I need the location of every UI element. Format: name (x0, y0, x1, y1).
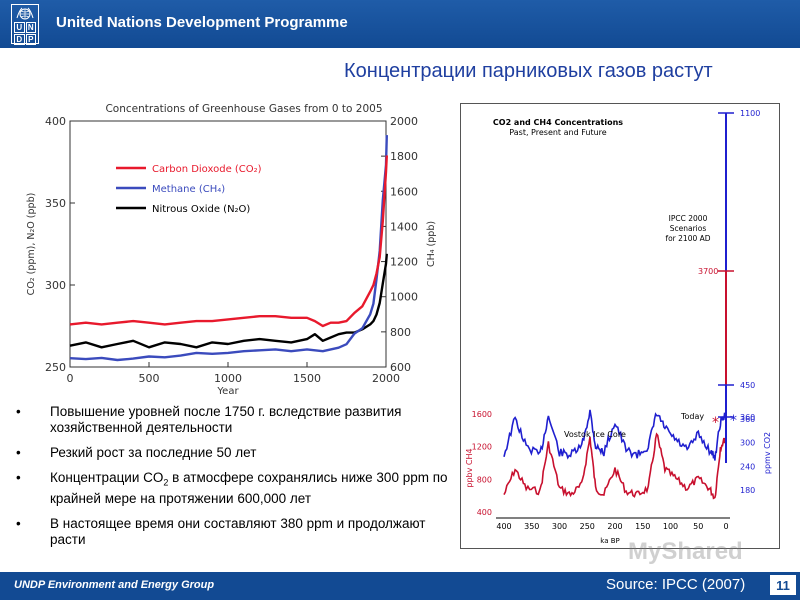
subscript: 2 (163, 477, 169, 488)
series-line-ch4 (69, 135, 388, 362)
chart-title: Concentrations of Greenhouse Gases from … (105, 103, 382, 115)
bullet-text-before: Концентрации CO (50, 470, 164, 485)
bullet-item: Резкий рост за последние 50 лет (14, 445, 454, 461)
logo-letter: D (14, 34, 25, 45)
series-line-co2 (69, 155, 388, 328)
y-axis-right-label: ppmv CO2 (763, 432, 772, 474)
logo-letters: U N D P (14, 22, 36, 45)
x-tick-label: 400 (496, 522, 511, 531)
bullet-list: Повышение уровней после 1750 г. вследств… (14, 404, 454, 557)
watermark: MyShared (628, 538, 743, 565)
ipcc-annotation-line1: IPCC 2000 (669, 214, 708, 223)
series-line-n2o (69, 253, 388, 349)
y-tick-left-label: 800 (477, 475, 492, 484)
y-axis-left-label: CO₂ (ppm), N₂O (ppb) (26, 193, 37, 296)
bullet-item: Концентрации CO2 в атмосфере сохранялись… (14, 470, 454, 507)
y-tick-right-label: 240 (740, 462, 755, 471)
y-tick-left-label: 400 (45, 115, 66, 128)
x-tick-label: 1000 (214, 372, 242, 385)
scenario-label: 1100 (740, 109, 760, 118)
y-axis-right-label: CH₄ (ppb) (426, 221, 437, 267)
chart-title: CO2 and CH4 Concentrations (493, 118, 623, 127)
scenario-label: 360 (740, 413, 755, 422)
header-title: United Nations Development Programme (56, 14, 348, 31)
y-tick-right-label: 300 (740, 439, 755, 448)
series-line-co2 (503, 432, 727, 500)
legend-label: Carbon Dioxode (CO₂) (152, 164, 262, 175)
today-annotation: Today (680, 412, 704, 421)
logo-letter: U (14, 22, 25, 33)
bullet-text: В настоящее время они составляют 380 ppm… (50, 515, 426, 547)
bullet-text-after: в атмосфере сохранялись ниже 300 ppm по … (50, 470, 448, 506)
x-tick-label: 100 (663, 522, 678, 531)
bullet-text: Повышение уровней после 1750 г. вследств… (50, 404, 402, 435)
y-tick-left-label: 400 (477, 508, 492, 517)
vostok-ipcc-chart: CO2 and CH4 Concentrations Past, Present… (460, 103, 780, 549)
legend-label: Nitrous Oxide (N₂O) (152, 204, 250, 215)
y-tick-right-label: 1600 (390, 185, 418, 198)
footer-group: UNDP Environment and Energy Group (14, 579, 215, 591)
x-tick-label: 0 (723, 522, 728, 531)
x-tick-label: 200 (607, 522, 622, 531)
y-tick-right-label: 2000 (390, 115, 418, 128)
header-bar: U N D P United Nations Development Progr… (0, 0, 800, 48)
undp-logo: U N D P (11, 4, 39, 45)
today-ch4-star: * (730, 413, 737, 429)
bullet-text: Резкий рост за последние 50 лет (50, 445, 257, 460)
logo-letter: P (25, 34, 36, 45)
y-tick-left-label: 250 (45, 361, 66, 374)
y-axis-left-label: ppbv CH4 (465, 448, 474, 487)
x-tick-label: 350 (524, 522, 539, 531)
x-tick-label: 50 (693, 522, 703, 531)
un-emblem-icon (16, 7, 34, 20)
y-tick-left-label: 350 (45, 197, 66, 210)
x-tick-label: 500 (139, 372, 160, 385)
y-tick-right-label: 1200 (390, 256, 418, 269)
slide-title: Концентрации парниковых газов растут (344, 60, 713, 82)
x-tick-label: 250 (580, 522, 595, 531)
bullet-item: В настоящее время они составляют 380 ppm… (14, 516, 454, 548)
x-tick-label: 150 (635, 522, 650, 531)
today-co2-star: * (712, 415, 719, 431)
ipcc-annotation-line3: for 2100 AD (665, 234, 710, 243)
x-tick-label: 2000 (372, 372, 400, 385)
scenario-label: 3700 (698, 267, 718, 276)
logo-letter: N (25, 22, 36, 33)
plot-area (69, 120, 387, 368)
y-tick-right-label: 800 (390, 326, 411, 339)
vostok-annotation: Vostok Ice Core (564, 430, 626, 439)
y-tick-right-label: 360 (740, 415, 755, 424)
footer-bar: UNDP Environment and Energy Group Source… (0, 572, 800, 600)
bullet-item: Повышение уровней после 1750 г. вследств… (14, 404, 454, 436)
x-tick-label: 1500 (293, 372, 321, 385)
chart-subtitle: Past, Present and Future (509, 128, 606, 137)
chart-frame (460, 103, 780, 549)
y-tick-right-label: 1400 (390, 220, 418, 233)
ipcc-annotation-line2: Scenarios (670, 224, 707, 233)
y-tick-left-label: 300 (45, 279, 66, 292)
y-tick-right-label: 1000 (390, 291, 418, 304)
y-tick-right-label: 600 (390, 361, 411, 374)
y-tick-right-label: 180 (740, 486, 755, 495)
greenhouse-gases-chart: Concentrations of Greenhouse Gases from … (26, 103, 437, 396)
y-tick-left-label: 1600 (472, 410, 492, 419)
scenario-label: 450 (740, 381, 755, 390)
series-line-ch4 (503, 409, 727, 461)
x-axis-label: ka BP (600, 537, 619, 545)
y-tick-left-label: 1200 (472, 443, 492, 452)
legend-label: Methane (CH₄) (152, 184, 225, 195)
y-tick-right-label: 1800 (390, 150, 418, 163)
x-axis-label: Year (216, 386, 239, 396)
footer-source: Source: IPCC (2007) (606, 576, 746, 593)
page-number: 11 (770, 575, 796, 595)
x-tick-label: 0 (67, 372, 74, 385)
x-tick-label: 300 (552, 522, 567, 531)
